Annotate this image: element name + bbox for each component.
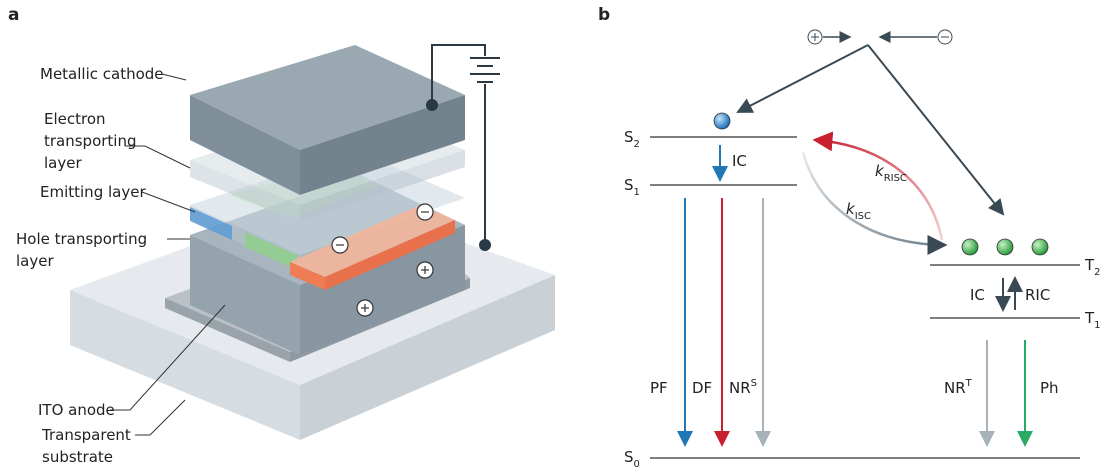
text-part: NR [944, 379, 966, 397]
panel-label: b [598, 5, 610, 25]
transition-label: Ph [1040, 379, 1059, 397]
level-label: T1 [1084, 309, 1101, 331]
text-part: S [624, 128, 634, 146]
label: ITO anode [38, 401, 115, 419]
text-part: 1 [1094, 320, 1100, 331]
label: substrate [42, 448, 113, 466]
text-part: 0 [634, 459, 640, 470]
transition-label: NRS [729, 378, 757, 397]
exciton [714, 113, 730, 129]
exciton [1032, 239, 1048, 255]
transition-label: DF [692, 379, 712, 397]
label: Electron [44, 110, 106, 128]
panel-label: a [8, 5, 19, 25]
transition-label: IC [970, 286, 985, 304]
level-label: S2 [624, 128, 640, 150]
carrier-injection [738, 30, 1003, 214]
level-label: T2 [1084, 256, 1101, 278]
text-part: NR [729, 379, 751, 397]
text-part: 2 [634, 139, 640, 150]
exciton [962, 239, 978, 255]
text-part: S [624, 448, 634, 466]
figure: a [0, 0, 1106, 475]
label: transporting [44, 132, 137, 150]
text-part: T [965, 378, 973, 389]
label: Hole transporting [16, 230, 147, 248]
transition-label: IC [732, 152, 747, 170]
text-part: 1 [634, 187, 640, 198]
panel-b: b [598, 5, 1101, 470]
text-part: ISC [855, 211, 871, 222]
transition-label: RIC [1025, 286, 1050, 304]
label: Metallic cathode [40, 65, 164, 83]
text-part: RISC [884, 173, 907, 184]
label: layer [16, 252, 54, 270]
label: Transparent [41, 426, 131, 444]
label: layer [44, 154, 82, 172]
level-label: S0 [624, 448, 640, 470]
transition-label: NRT [944, 378, 973, 397]
level-label: S1 [624, 176, 640, 198]
text-part: 2 [1094, 267, 1100, 278]
exciton [997, 239, 1013, 255]
panel-a: a [8, 5, 555, 466]
text-part: S [624, 176, 634, 194]
text-part: S [751, 378, 757, 389]
transition-label: PF [650, 379, 668, 397]
label: Emitting layer [40, 183, 146, 201]
